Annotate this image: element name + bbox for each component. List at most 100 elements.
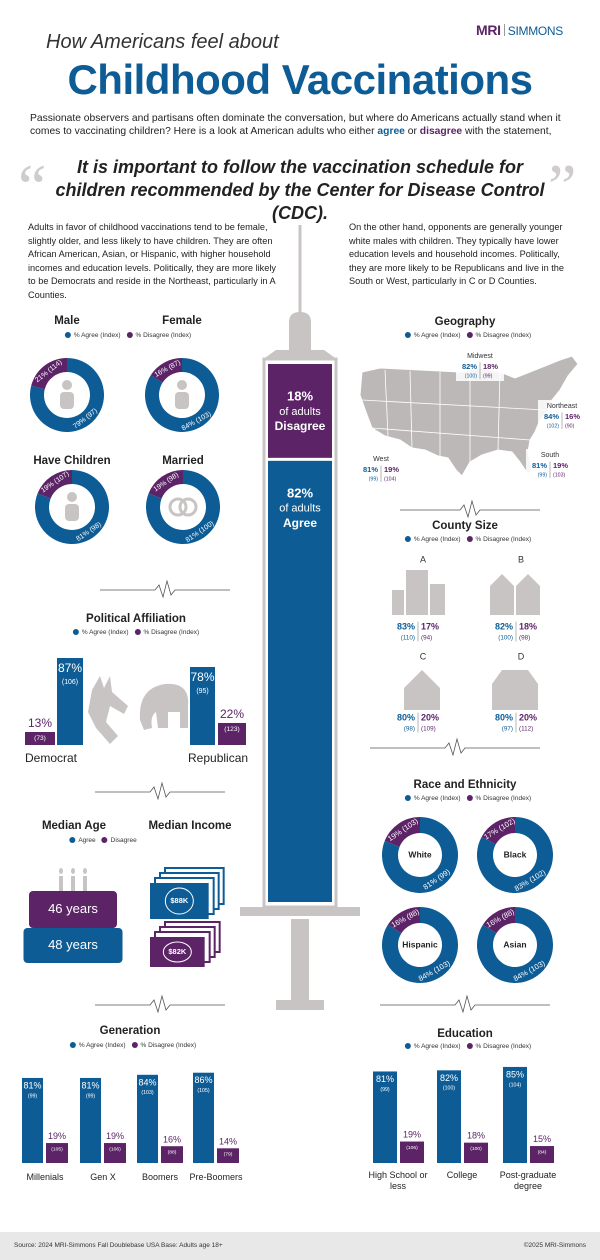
legend-swatch — [404, 332, 411, 338]
disagree-pct: 18% — [483, 362, 498, 371]
icon — [240, 907, 360, 916]
donut-segment — [382, 907, 459, 984]
legend-swatch — [466, 795, 473, 801]
bar-index: (99) — [380, 1087, 390, 1093]
bar-index: (123) — [224, 726, 239, 733]
segment-text: of adults — [279, 503, 321, 515]
bar-value: 19% — [403, 1130, 421, 1140]
region-name: West — [373, 456, 389, 463]
region-name: South — [541, 452, 559, 459]
icon — [67, 492, 77, 502]
disagree-index: (98) — [519, 634, 530, 641]
category-label: Post-graduate degree — [499, 1170, 557, 1191]
bar-index: (100) — [443, 1086, 455, 1092]
bar-value: 13% — [28, 716, 52, 730]
bar-disagree — [25, 732, 55, 745]
bar-index: (106) — [406, 1145, 418, 1151]
bar-value: 19% — [106, 1131, 124, 1141]
open-quote: “ — [18, 151, 47, 222]
donut-segment — [34, 470, 109, 544]
agree-pct: 80% — [397, 712, 415, 722]
syringe-segment — [268, 364, 332, 458]
category-label: Democrat — [25, 751, 78, 765]
divider — [95, 781, 225, 801]
legend-swatch — [69, 837, 76, 843]
section-title: Race and Ethnicity — [413, 779, 517, 791]
tier-label: 46 years — [48, 901, 98, 916]
brand: MRI SIMMONS — [476, 22, 563, 38]
section-title: Female — [162, 315, 202, 327]
icon — [490, 574, 540, 615]
agree-index: (98) — [404, 725, 415, 732]
segment-value: 82% — [287, 485, 313, 500]
segment-name: Disagree — [275, 419, 326, 433]
intro-text: Passionate observers and partisans often… — [30, 113, 561, 137]
bill — [150, 883, 209, 919]
agree-pct: 80% — [495, 712, 513, 722]
disagree-index: (103) — [553, 472, 566, 478]
donut-segment — [31, 358, 67, 390]
bar-disagree — [104, 1143, 126, 1163]
icon — [492, 670, 538, 710]
agree-index: (99) — [538, 472, 548, 478]
legend-swatch — [64, 332, 71, 338]
legend-swatch — [72, 629, 79, 635]
bar-value: 86% — [194, 1075, 212, 1085]
category-label: Pre-Boomers — [189, 1172, 243, 1182]
icon — [71, 868, 75, 874]
legend-label: % Disagree (Index) — [135, 332, 192, 339]
donut-segment — [477, 817, 553, 893]
donut-segment — [477, 907, 554, 984]
section-title: Male — [54, 315, 80, 327]
donut-segment — [387, 907, 420, 934]
bill-label: $82K — [168, 947, 187, 956]
donut-segment — [482, 907, 515, 934]
agree-index: (100) — [465, 373, 478, 379]
bar-agree — [373, 1071, 397, 1163]
region-name: Northeast — [547, 403, 577, 410]
map-border — [384, 369, 389, 437]
county-name: B — [518, 554, 524, 564]
donut-segment — [481, 817, 515, 845]
icon — [71, 876, 75, 891]
divider — [95, 994, 225, 1014]
legend-label: Disagree — [110, 837, 137, 844]
bar-value: 15% — [533, 1134, 551, 1144]
bar-value: 78% — [190, 670, 214, 684]
bar-index: (84) — [538, 1149, 547, 1155]
bar-value: 19% — [48, 1131, 66, 1141]
bar-disagree — [218, 723, 246, 745]
icon — [139, 683, 189, 730]
donut-name: Hispanic — [402, 939, 438, 949]
section-title: Generation — [99, 1025, 161, 1037]
donut-segment — [144, 358, 219, 432]
bar-value: 87% — [58, 661, 82, 675]
cake-tier — [29, 891, 117, 928]
agree-pct: 82% — [495, 621, 513, 631]
donut-segment — [382, 817, 459, 894]
icon — [62, 380, 72, 390]
bar-index: (99) — [86, 1093, 96, 1099]
segment-name: Agree — [283, 516, 317, 530]
section-title: Have Children — [33, 455, 111, 467]
footer — [0, 1232, 600, 1260]
disagree-pct: 16% — [565, 412, 580, 421]
category-label: Boomers — [141, 1172, 179, 1182]
map-border — [497, 371, 501, 451]
section-title: Geography — [434, 316, 496, 328]
agree-pct: 81% — [363, 465, 378, 474]
legend-swatch — [404, 536, 411, 542]
icon — [430, 584, 445, 615]
section-title: County Size — [432, 520, 498, 532]
intro-text: with the statement, — [462, 126, 552, 137]
legend-swatch — [404, 795, 411, 801]
section-title: Married — [162, 455, 204, 467]
disagree-index: (112) — [519, 725, 533, 732]
bar-agree — [80, 1077, 101, 1163]
disagree-index: (90) — [565, 423, 575, 429]
disagree-pct: 17% — [421, 621, 439, 631]
disagree-index: (104) — [384, 476, 397, 482]
bar-index: (79) — [224, 1152, 233, 1158]
category-label: Republican — [188, 751, 249, 765]
icon — [59, 868, 63, 874]
